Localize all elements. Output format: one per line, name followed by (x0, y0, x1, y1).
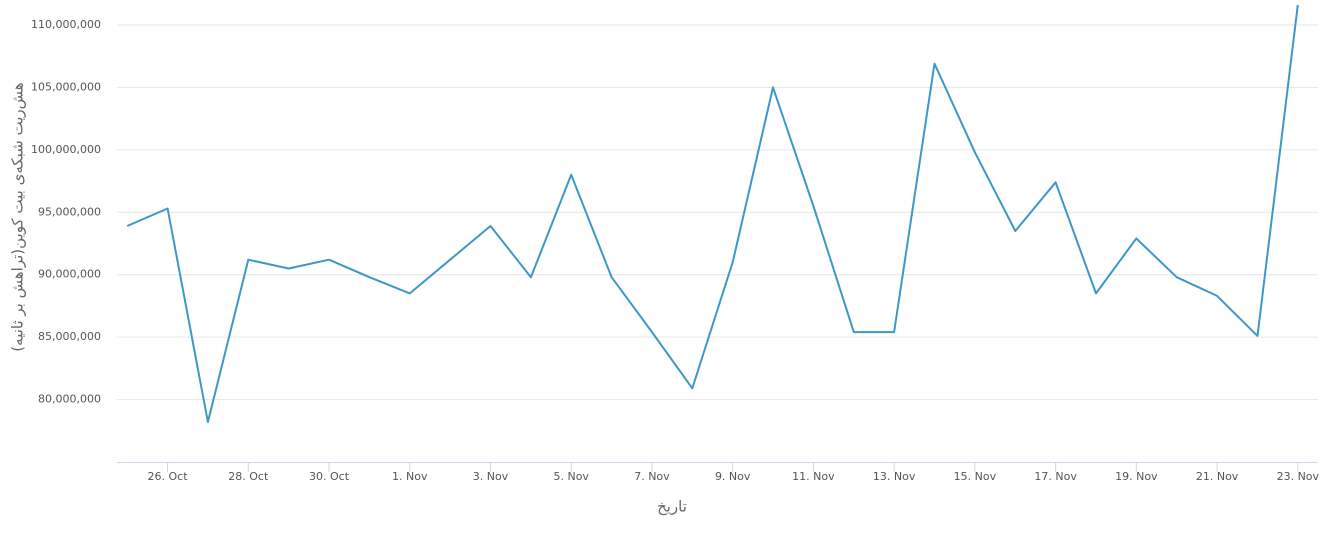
x-tick-label: 5. Nov (553, 470, 589, 483)
x-tick-label: 7. Nov (634, 470, 670, 483)
x-tick-label: 19. Nov (1115, 470, 1158, 483)
x-tick-label: 11. Nov (792, 470, 835, 483)
x-tick-label: 1. Nov (392, 470, 428, 483)
x-tick-label: 26. Oct (148, 470, 189, 483)
y-tick-label: 110,000,000 (31, 18, 101, 31)
y-axis-title: هش‌ریت شبکه‌ی بیت کوین(تراهش بر ثانیه) (9, 82, 27, 351)
x-tick-label: 15. Nov (954, 470, 997, 483)
y-tick-label: 100,000,000 (31, 143, 101, 156)
y-tick-label: 85,000,000 (38, 330, 101, 343)
x-axis-title: تاریخ (657, 498, 687, 516)
x-tick-label: 21. Nov (1196, 470, 1239, 483)
x-tick-label: 30. Oct (309, 470, 350, 483)
y-tick-label: 105,000,000 (31, 80, 101, 93)
x-tick-label: 13. Nov (873, 470, 916, 483)
y-tick-label: 90,000,000 (38, 268, 101, 281)
x-tick-label: 28. Oct (228, 470, 269, 483)
x-tick-label: 17. Nov (1034, 470, 1077, 483)
y-tick-label: 95,000,000 (38, 205, 101, 218)
x-tick-label: 3. Nov (473, 470, 509, 483)
x-tick-label: 23. Nov (1277, 470, 1320, 483)
data-line (126, 4, 1299, 423)
y-tick-label: 80,000,000 (38, 393, 101, 406)
x-tick-label: 9. Nov (715, 470, 751, 483)
